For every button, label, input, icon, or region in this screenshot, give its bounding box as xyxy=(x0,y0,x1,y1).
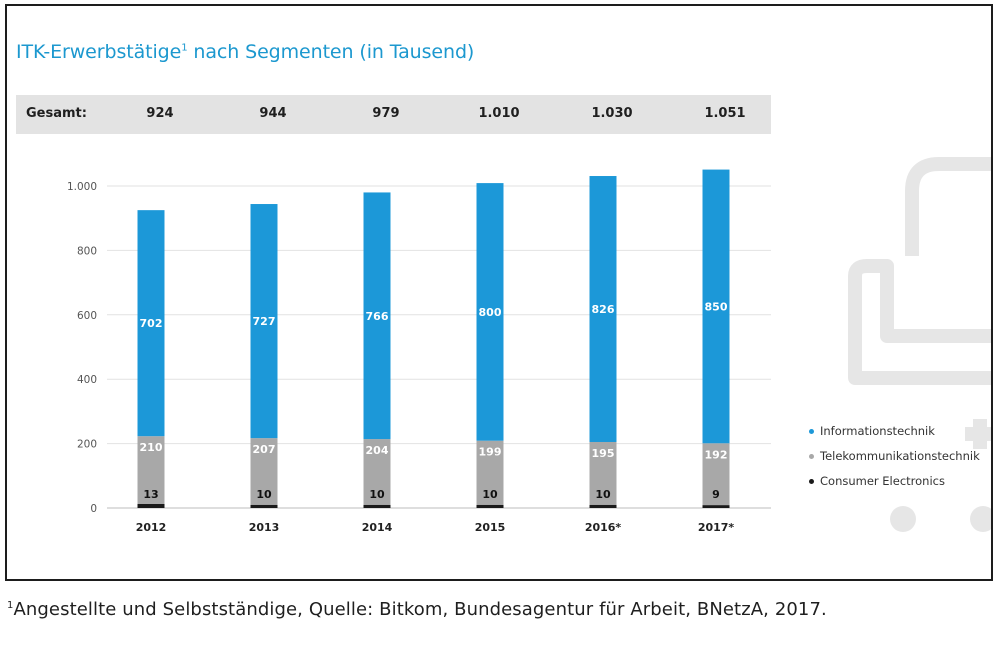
bars xyxy=(137,169,730,508)
data-label-telekommunikationstechnik: 204 xyxy=(366,444,389,457)
data-label-consumer-electronics: 13 xyxy=(143,488,158,501)
data-label-informationstechnik: 850 xyxy=(705,300,728,313)
data-label-consumer-electronics: 10 xyxy=(595,488,611,501)
watermark-backrest xyxy=(905,157,991,256)
data-label-consumer-electronics: 9 xyxy=(712,488,720,501)
total-value-2017: 1.051 xyxy=(704,106,746,121)
x-tick-label: 2014 xyxy=(362,521,393,534)
x-axis-ticks: 2012 2013 2014 2015 2016* 2017* xyxy=(136,521,735,534)
bar-segment-telekommunikationstechnik xyxy=(250,438,278,505)
chart-title: ITK-Erwerbstätige1 nach Segmenten (in Ta… xyxy=(16,41,475,63)
footnote: 1Angestellte und Selbstständige, Quelle:… xyxy=(7,599,827,620)
total-value-2013: 944 xyxy=(259,106,287,121)
data-label-telekommunikationstechnik: 192 xyxy=(705,448,728,461)
bar-segment-informationstechnik xyxy=(589,176,617,442)
bar-value-labels: 13 210 702 10 207 727 10 204 766 10 199 800 10 195 826… xyxy=(140,300,728,501)
x-tick-label: 2015 xyxy=(475,521,506,534)
bar-segment-telekommunikationstechnik xyxy=(589,441,617,505)
bar-segment-informationstechnik xyxy=(476,183,504,441)
x-tick-label: 2012 xyxy=(136,521,167,534)
data-label-consumer-electronics: 10 xyxy=(482,488,498,501)
bar-segment-informationstechnik xyxy=(363,192,391,440)
data-label-telekommunikationstechnik: 207 xyxy=(253,443,276,456)
bar-segment-consumer-electronics xyxy=(476,504,504,508)
data-label-consumer-electronics: 10 xyxy=(256,488,272,501)
total-value-2012: 924 xyxy=(146,106,174,121)
data-label-consumer-electronics: 10 xyxy=(369,488,385,501)
y-tick-label: 800 xyxy=(77,245,97,257)
data-label-telekommunikationstechnik: 199 xyxy=(479,446,502,459)
bar-segment-consumer-electronics xyxy=(250,504,278,508)
data-label-telekommunikationstechnik: 210 xyxy=(140,441,163,454)
bar-segment-consumer-electronics xyxy=(363,504,391,508)
data-label-informationstechnik: 702 xyxy=(140,317,163,330)
data-label-telekommunikationstechnik: 195 xyxy=(592,447,615,460)
data-label-informationstechnik: 727 xyxy=(253,315,276,328)
legend-swatch-consumer-electronics xyxy=(809,479,814,484)
y-tick-label: 600 xyxy=(77,310,97,322)
watermark-plus xyxy=(965,419,991,449)
total-value-2014: 979 xyxy=(372,106,400,121)
bar-segment-informationstechnik xyxy=(702,169,730,444)
x-tick-label: 2013 xyxy=(249,521,280,534)
data-label-informationstechnik: 800 xyxy=(479,306,502,319)
y-tick-label: 400 xyxy=(77,374,97,386)
legend-swatch-telekommunikationstechnik xyxy=(809,454,814,459)
total-value-2016: 1.030 xyxy=(591,106,633,121)
data-label-informationstechnik: 826 xyxy=(592,303,615,316)
bar-segment-telekommunikationstechnik xyxy=(476,440,504,505)
x-tick-label: 2017* xyxy=(698,521,735,534)
bar-segment-consumer-electronics xyxy=(137,503,165,508)
totals-band: Gesamt: 924 944 979 1.010 1.030 1.051 xyxy=(16,95,771,134)
x-tick-label: 2016* xyxy=(585,521,622,534)
legend-label-telekommunikationstechnik: Telekommunikationstechnik xyxy=(820,449,980,463)
watermark-wheel-right xyxy=(970,506,991,532)
watermark-graphic xyxy=(848,157,991,532)
total-value-2015: 1.010 xyxy=(478,106,520,121)
watermark-seat xyxy=(848,259,991,385)
y-axis-ticks: 0 200 400 600 800 1.000 xyxy=(67,181,97,515)
data-label-informationstechnik: 766 xyxy=(366,310,389,323)
legend-label-informationstechnik: Informationstechnik xyxy=(820,424,935,438)
bar-segment-telekommunikationstechnik xyxy=(702,443,730,506)
bar-segment-informationstechnik xyxy=(137,210,165,437)
chart-plot: 0 200 400 600 800 1.000 13 210 702 10 207 727 10 204… xyxy=(67,157,991,534)
legend-label-consumer-electronics: Consumer Electronics xyxy=(820,474,945,488)
totals-label: Gesamt: xyxy=(26,106,87,121)
y-tick-label: 0 xyxy=(90,503,97,515)
y-tick-label: 200 xyxy=(77,439,97,451)
y-tick-label: 1.000 xyxy=(67,181,97,193)
bar-segment-consumer-electronics xyxy=(589,504,617,508)
legend-swatch-informationstechnik xyxy=(809,429,814,434)
watermark-wheel-left xyxy=(890,506,916,532)
bar-segment-telekommunikationstechnik xyxy=(363,439,391,505)
bar-segment-telekommunikationstechnik xyxy=(137,436,165,504)
chart-frame: ITK-Erwerbstätige1 nach Segmenten (in Ta… xyxy=(5,4,993,581)
bar-segment-informationstechnik xyxy=(250,204,278,439)
bar-segment-consumer-electronics xyxy=(702,505,730,508)
gridlines xyxy=(107,185,771,509)
